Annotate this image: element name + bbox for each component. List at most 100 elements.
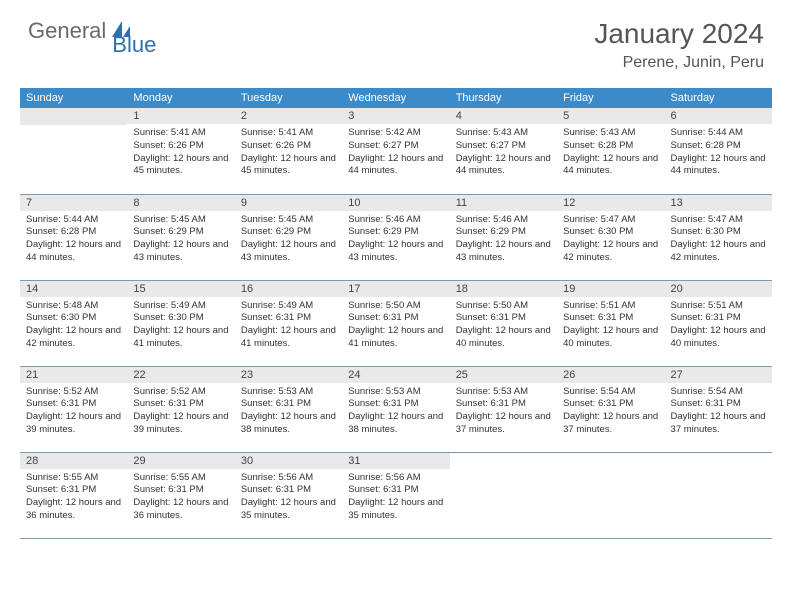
calendar-day-cell: 25Sunrise: 5:53 AMSunset: 6:31 PMDayligh… [450, 366, 557, 452]
day-number: 11 [450, 195, 557, 211]
calendar-day-cell: 21Sunrise: 5:52 AMSunset: 6:31 PMDayligh… [20, 366, 127, 452]
weekday-header: Tuesday [235, 88, 342, 108]
day-details: Sunrise: 5:43 AMSunset: 6:28 PMDaylight:… [557, 124, 664, 182]
weekday-header: Sunday [20, 88, 127, 108]
day-number: 23 [235, 367, 342, 383]
day-number: 1 [127, 108, 234, 124]
day-details: Sunrise: 5:51 AMSunset: 6:31 PMDaylight:… [557, 297, 664, 355]
day-number: 25 [450, 367, 557, 383]
weekday-header: Saturday [665, 88, 772, 108]
weekday-header: Friday [557, 88, 664, 108]
day-details: Sunrise: 5:56 AMSunset: 6:31 PMDaylight:… [235, 469, 342, 527]
calendar-day-cell: 20Sunrise: 5:51 AMSunset: 6:31 PMDayligh… [665, 280, 772, 366]
calendar-day-cell: 5Sunrise: 5:43 AMSunset: 6:28 PMDaylight… [557, 108, 664, 194]
calendar-body: 1Sunrise: 5:41 AMSunset: 6:26 PMDaylight… [20, 108, 772, 538]
day-details: Sunrise: 5:47 AMSunset: 6:30 PMDaylight:… [665, 211, 772, 269]
day-number: 4 [450, 108, 557, 124]
day-number: 6 [665, 108, 772, 124]
day-details: Sunrise: 5:44 AMSunset: 6:28 PMDaylight:… [20, 211, 127, 269]
calendar-day-cell: 2Sunrise: 5:41 AMSunset: 6:26 PMDaylight… [235, 108, 342, 194]
calendar-day-cell: 30Sunrise: 5:56 AMSunset: 6:31 PMDayligh… [235, 452, 342, 538]
weekday-header-row: SundayMondayTuesdayWednesdayThursdayFrid… [20, 88, 772, 108]
day-details: Sunrise: 5:48 AMSunset: 6:30 PMDaylight:… [20, 297, 127, 355]
calendar-day-cell: 19Sunrise: 5:51 AMSunset: 6:31 PMDayligh… [557, 280, 664, 366]
calendar-empty-cell [557, 452, 664, 538]
day-number: 27 [665, 367, 772, 383]
header: General Blue January 2024 Perene, Junin,… [0, 0, 792, 80]
day-number: 29 [127, 453, 234, 469]
day-number: 31 [342, 453, 449, 469]
day-details: Sunrise: 5:46 AMSunset: 6:29 PMDaylight:… [450, 211, 557, 269]
day-number: 30 [235, 453, 342, 469]
calendar-day-cell: 29Sunrise: 5:55 AMSunset: 6:31 PMDayligh… [127, 452, 234, 538]
calendar-day-cell: 10Sunrise: 5:46 AMSunset: 6:29 PMDayligh… [342, 194, 449, 280]
calendar-day-cell: 4Sunrise: 5:43 AMSunset: 6:27 PMDaylight… [450, 108, 557, 194]
day-details: Sunrise: 5:43 AMSunset: 6:27 PMDaylight:… [450, 124, 557, 182]
calendar-day-cell: 1Sunrise: 5:41 AMSunset: 6:26 PMDaylight… [127, 108, 234, 194]
day-number: 26 [557, 367, 664, 383]
day-details: Sunrise: 5:49 AMSunset: 6:31 PMDaylight:… [235, 297, 342, 355]
calendar-week-row: 21Sunrise: 5:52 AMSunset: 6:31 PMDayligh… [20, 366, 772, 452]
day-number: 3 [342, 108, 449, 124]
calendar-day-cell: 31Sunrise: 5:56 AMSunset: 6:31 PMDayligh… [342, 452, 449, 538]
day-number: 13 [665, 195, 772, 211]
day-number: 21 [20, 367, 127, 383]
weekday-header: Wednesday [342, 88, 449, 108]
logo: General Blue [28, 18, 178, 44]
day-details: Sunrise: 5:53 AMSunset: 6:31 PMDaylight:… [450, 383, 557, 441]
weekday-header: Monday [127, 88, 234, 108]
logo-text-blue: Blue [112, 32, 156, 58]
calendar-empty-cell [20, 108, 127, 194]
day-number: 2 [235, 108, 342, 124]
day-details: Sunrise: 5:50 AMSunset: 6:31 PMDaylight:… [342, 297, 449, 355]
calendar-day-cell: 15Sunrise: 5:49 AMSunset: 6:30 PMDayligh… [127, 280, 234, 366]
day-details: Sunrise: 5:41 AMSunset: 6:26 PMDaylight:… [235, 124, 342, 182]
day-details: Sunrise: 5:53 AMSunset: 6:31 PMDaylight:… [235, 383, 342, 441]
day-details: Sunrise: 5:47 AMSunset: 6:30 PMDaylight:… [557, 211, 664, 269]
calendar-day-cell: 26Sunrise: 5:54 AMSunset: 6:31 PMDayligh… [557, 366, 664, 452]
day-number: 7 [20, 195, 127, 211]
calendar-empty-cell [665, 452, 772, 538]
empty-day-header [20, 108, 127, 125]
day-number: 15 [127, 281, 234, 297]
day-details: Sunrise: 5:52 AMSunset: 6:31 PMDaylight:… [20, 383, 127, 441]
logo-text-general: General [28, 18, 106, 44]
calendar-day-cell: 17Sunrise: 5:50 AMSunset: 6:31 PMDayligh… [342, 280, 449, 366]
day-details: Sunrise: 5:41 AMSunset: 6:26 PMDaylight:… [127, 124, 234, 182]
calendar-day-cell: 13Sunrise: 5:47 AMSunset: 6:30 PMDayligh… [665, 194, 772, 280]
calendar-table: SundayMondayTuesdayWednesdayThursdayFrid… [20, 88, 772, 539]
day-details: Sunrise: 5:51 AMSunset: 6:31 PMDaylight:… [665, 297, 772, 355]
calendar-day-cell: 8Sunrise: 5:45 AMSunset: 6:29 PMDaylight… [127, 194, 234, 280]
day-details: Sunrise: 5:56 AMSunset: 6:31 PMDaylight:… [342, 469, 449, 527]
calendar-day-cell: 11Sunrise: 5:46 AMSunset: 6:29 PMDayligh… [450, 194, 557, 280]
calendar-week-row: 7Sunrise: 5:44 AMSunset: 6:28 PMDaylight… [20, 194, 772, 280]
day-number: 12 [557, 195, 664, 211]
calendar-day-cell: 27Sunrise: 5:54 AMSunset: 6:31 PMDayligh… [665, 366, 772, 452]
day-number: 24 [342, 367, 449, 383]
day-number: 10 [342, 195, 449, 211]
calendar-day-cell: 22Sunrise: 5:52 AMSunset: 6:31 PMDayligh… [127, 366, 234, 452]
day-number: 14 [20, 281, 127, 297]
calendar-day-cell: 28Sunrise: 5:55 AMSunset: 6:31 PMDayligh… [20, 452, 127, 538]
calendar-day-cell: 7Sunrise: 5:44 AMSunset: 6:28 PMDaylight… [20, 194, 127, 280]
day-details: Sunrise: 5:54 AMSunset: 6:31 PMDaylight:… [665, 383, 772, 441]
weekday-header: Thursday [450, 88, 557, 108]
calendar-day-cell: 12Sunrise: 5:47 AMSunset: 6:30 PMDayligh… [557, 194, 664, 280]
day-details: Sunrise: 5:45 AMSunset: 6:29 PMDaylight:… [127, 211, 234, 269]
day-number: 17 [342, 281, 449, 297]
day-number: 5 [557, 108, 664, 124]
calendar-week-row: 1Sunrise: 5:41 AMSunset: 6:26 PMDaylight… [20, 108, 772, 194]
calendar-day-cell: 24Sunrise: 5:53 AMSunset: 6:31 PMDayligh… [342, 366, 449, 452]
location-subtitle: Perene, Junin, Peru [594, 54, 764, 72]
day-details: Sunrise: 5:55 AMSunset: 6:31 PMDaylight:… [127, 469, 234, 527]
calendar-day-cell: 14Sunrise: 5:48 AMSunset: 6:30 PMDayligh… [20, 280, 127, 366]
day-details: Sunrise: 5:45 AMSunset: 6:29 PMDaylight:… [235, 211, 342, 269]
day-details: Sunrise: 5:42 AMSunset: 6:27 PMDaylight:… [342, 124, 449, 182]
day-number: 28 [20, 453, 127, 469]
day-details: Sunrise: 5:44 AMSunset: 6:28 PMDaylight:… [665, 124, 772, 182]
day-details: Sunrise: 5:54 AMSunset: 6:31 PMDaylight:… [557, 383, 664, 441]
day-number: 22 [127, 367, 234, 383]
calendar-day-cell: 23Sunrise: 5:53 AMSunset: 6:31 PMDayligh… [235, 366, 342, 452]
calendar-day-cell: 18Sunrise: 5:50 AMSunset: 6:31 PMDayligh… [450, 280, 557, 366]
page-title: January 2024 [594, 18, 764, 50]
